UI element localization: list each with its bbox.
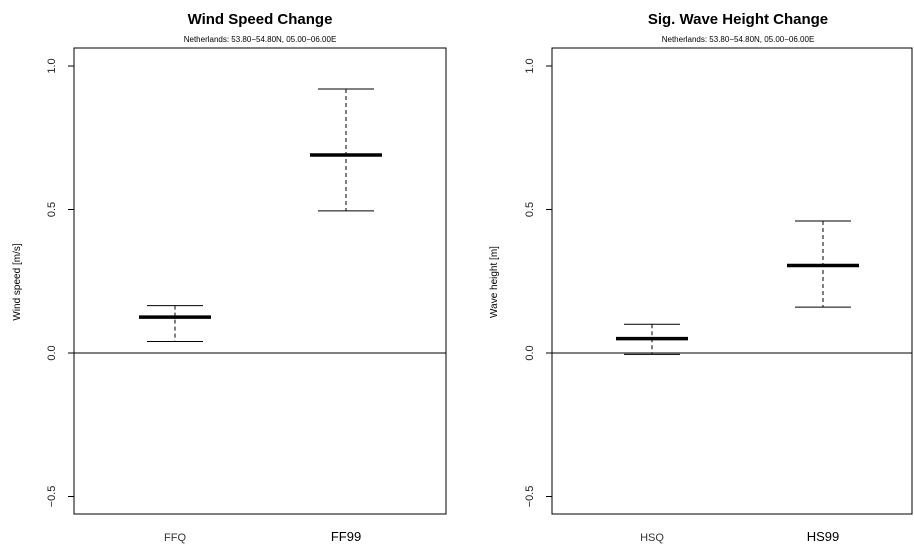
plot-frame — [73, 47, 447, 515]
x-axis-categories: FFQ FF99 — [164, 529, 361, 544]
y-tick-label: 1.0 — [524, 58, 536, 73]
panel-subtitle: Netherlands: 53.80−54.80N, 05.00−06.00E — [662, 35, 815, 44]
y-tick-label: 0.0 — [524, 345, 536, 360]
x-category-label: FF99 — [331, 529, 361, 544]
y-axis: −0.5 0.0 0.5 1.0 — [524, 58, 552, 507]
x-category-label: FFQ — [164, 532, 186, 544]
panel-subtitle: Netherlands: 53.80−54.80N, 05.00−06.00E — [184, 35, 337, 44]
wind-speed-panel: Wind Speed Change Netherlands: 53.80−54.… — [12, 11, 447, 544]
x-category-label: HS99 — [807, 529, 840, 544]
y-tick-label: 1.0 — [46, 58, 58, 73]
x-axis-categories: HSQ HS99 — [640, 529, 839, 544]
plot-frame — [551, 47, 913, 515]
boxplot-marks — [139, 88, 382, 343]
y-tick-label: 0.5 — [524, 202, 536, 217]
y-tick-label: −0.5 — [46, 486, 58, 508]
panel-title: Sig. Wave Height Change — [648, 11, 828, 28]
x-category-label: HSQ — [640, 532, 664, 544]
boxplot-marks — [616, 220, 859, 355]
panel-title: Wind Speed Change — [188, 11, 333, 28]
wave-height-panel: Sig. Wave Height Change Netherlands: 53.… — [489, 11, 913, 544]
y-tick-label: −0.5 — [524, 486, 536, 508]
y-axis-label: Wind speed [m/s] — [12, 243, 23, 320]
y-axis: −0.5 0.0 0.5 1.0 — [46, 58, 74, 507]
y-tick-label: 0.5 — [46, 202, 58, 217]
y-axis-label: Wave height [m] — [489, 246, 500, 318]
y-tick-label: 0.0 — [46, 345, 58, 360]
